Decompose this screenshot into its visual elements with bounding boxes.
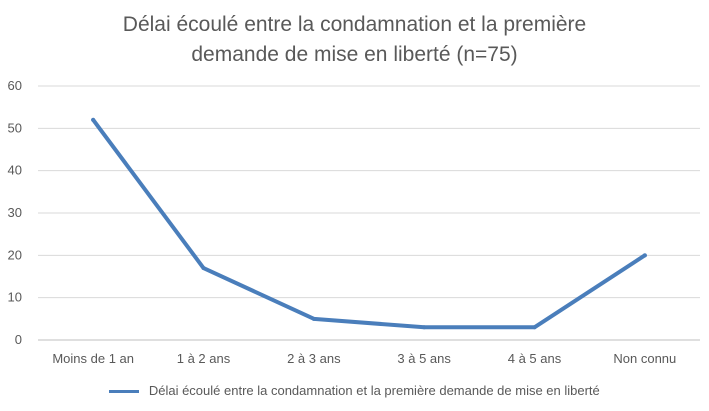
legend: Délai écoulé entre la condamnation et la… — [0, 383, 709, 398]
series-line — [91, 117, 647, 330]
data-point — [422, 325, 427, 330]
x-axis: Moins de 1 an 1 à 2 ans 2 à 3 ans 3 à 5 ans… — [52, 351, 676, 366]
x-tick-label: 3 à 5 ans — [397, 351, 451, 366]
y-tick-label: 50 — [8, 120, 22, 135]
chart-title: Délai écoulé entre la condamnation et la… — [0, 10, 709, 70]
y-tick-label: 10 — [8, 290, 22, 305]
legend-label: Délai écoulé entre la condamnation et la… — [148, 383, 600, 398]
y-tick-label: 20 — [8, 247, 22, 262]
x-tick-label: 1 à 2 ans — [177, 351, 231, 366]
x-tick-label: 4 à 5 ans — [508, 351, 562, 366]
x-tick-label: Non connu — [613, 351, 676, 366]
y-tick-label: 30 — [8, 205, 22, 220]
line-chart: 0 10 20 30 40 50 60 Moins de 1 an 1 à 2 ans 2 à … — [8, 78, 700, 366]
gridlines — [38, 85, 700, 341]
chart-title-line-2: demande de mise en liberté (n=75) — [191, 43, 518, 66]
plot-area — [91, 117, 647, 330]
y-tick-label: 60 — [8, 78, 22, 93]
data-point — [311, 316, 316, 321]
y-tick-label: 40 — [8, 163, 22, 178]
data-point — [532, 325, 537, 330]
data-point — [91, 117, 96, 122]
y-axis: 0 10 20 30 40 50 60 — [8, 78, 22, 347]
legend-swatch — [109, 390, 140, 394]
chart-title-line-1: Délai écoulé entre la condamnation et la… — [122, 13, 587, 36]
y-tick-label: 0 — [15, 332, 22, 347]
x-tick-label: Moins de 1 an — [52, 351, 134, 366]
data-point — [201, 266, 206, 271]
x-tick-label: 2 à 3 ans — [287, 351, 341, 366]
data-point — [642, 253, 647, 258]
